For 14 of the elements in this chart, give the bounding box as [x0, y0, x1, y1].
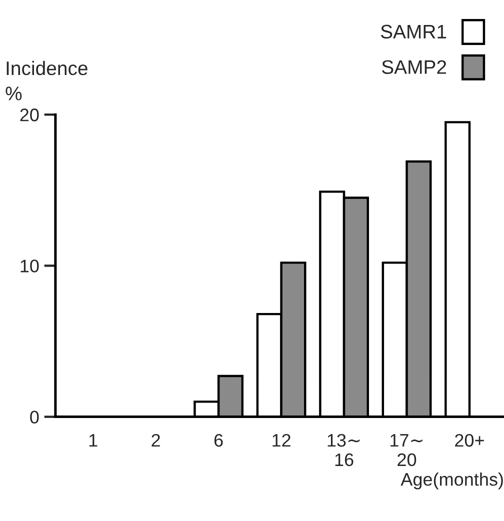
x-tick-label: 1 [89, 434, 98, 447]
x-tick-label: 2 [152, 434, 160, 447]
x-tick-label: 20+ [455, 434, 484, 447]
y-axis-title: Incidence % [6, 60, 88, 100]
y-tick-label: 10 [20, 260, 39, 272]
y-tick-label: 20 [20, 108, 39, 122]
x-tick-label: 13∼ 16 [328, 434, 360, 466]
legend-label: SAMR1 [380, 24, 446, 39]
y-tick-label: 0 [30, 410, 39, 424]
x-tick-label: 17∼ 20 [390, 434, 422, 466]
legend-label: SAMP2 [382, 60, 446, 74]
x-tick-label: 6 [214, 434, 223, 447]
x-axis-title: Age(months) [400, 472, 503, 490]
x-tick-label: 12 [272, 434, 290, 447]
